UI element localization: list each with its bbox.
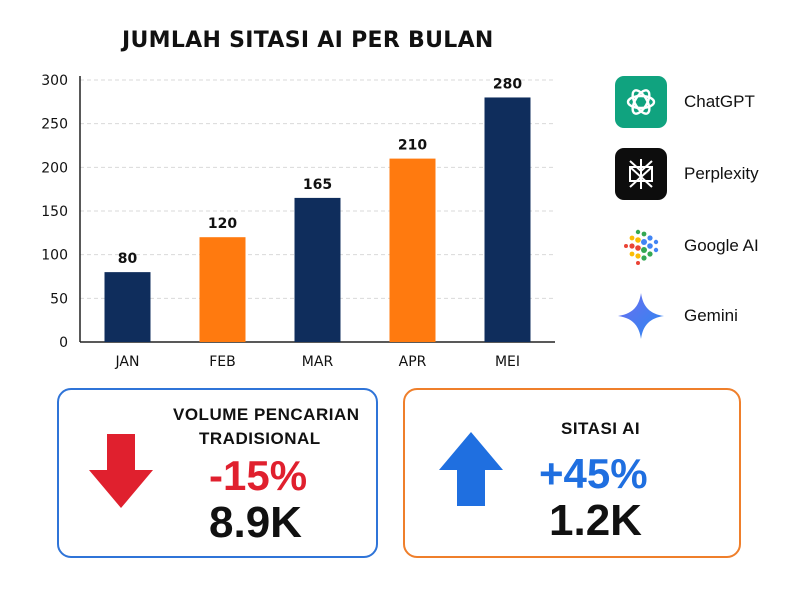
card-percent: +45% — [539, 450, 648, 497]
card-ai-citations: SITASI AI +45% 1.2K — [403, 388, 741, 558]
card-heading-line2: TRADISIONAL — [199, 429, 321, 448]
y-tick-label: 50 — [50, 291, 68, 307]
y-tick-label: 200 — [41, 160, 68, 176]
card-value: 1.2K — [549, 496, 642, 545]
chatgpt-icon — [615, 76, 667, 128]
label-layer: 0 50 100 150 200 250 300 80 JAN 120 FEB 165 MAR 210 AP… — [41, 73, 522, 370]
perplexity-icon — [615, 148, 667, 200]
bar-feb — [199, 237, 246, 342]
bar-jan — [104, 272, 151, 342]
y-tick-label: 250 — [41, 117, 68, 133]
bar-apr — [389, 158, 436, 342]
grid-layer — [80, 79, 555, 299]
chart-title: JUMLAH SITASI AI PER BULAN — [122, 28, 494, 53]
card-search-volume: VOLUME PENCARIAN TRADISIONAL -15% 8.9K — [57, 388, 378, 558]
legend-label: Gemini — [684, 306, 738, 325]
legend-item-gemini: Gemini — [615, 290, 795, 344]
x-tick-label: MEI — [495, 354, 520, 370]
google-ai-icon — [615, 220, 667, 272]
arrow-up-icon — [439, 432, 503, 506]
bar-chart: 0 50 100 150 200 250 300 80 JAN 120 FEB 165 MAR 210 AP… — [41, 73, 555, 370]
bar-layer — [104, 97, 531, 342]
bar-mei — [484, 97, 531, 342]
card-heading-line1: VOLUME PENCARIAN — [173, 405, 360, 424]
data-label: 80 — [118, 251, 138, 267]
legend-item-google-ai: Google AI — [615, 220, 795, 274]
card-value: 8.9K — [209, 498, 302, 547]
data-label: 280 — [493, 76, 522, 92]
x-tick-label: JAN — [115, 354, 140, 370]
y-tick-label: 0 — [59, 335, 68, 351]
card-percent: -15% — [209, 452, 308, 499]
x-tick-label: FEB — [209, 354, 236, 370]
legend-label: ChatGPT — [684, 92, 755, 111]
y-tick-label: 150 — [41, 204, 68, 220]
data-label: 120 — [208, 216, 237, 232]
data-label: 210 — [398, 138, 427, 154]
legend-label: Google AI — [684, 236, 759, 255]
legend-label: Perplexity — [684, 164, 759, 183]
x-tick-label: APR — [399, 354, 427, 370]
bar-mar — [294, 197, 341, 342]
legend-item-perplexity: Perplexity — [615, 148, 795, 202]
y-tick-label: 300 — [41, 73, 68, 89]
x-tick-label: MAR — [302, 354, 334, 370]
y-tick-label: 100 — [41, 248, 68, 264]
card-heading: SITASI AI — [561, 419, 641, 438]
legend-item-chatgpt: ChatGPT — [615, 76, 795, 130]
arrow-down-icon — [89, 434, 153, 508]
data-label: 165 — [303, 177, 332, 193]
gemini-icon — [615, 290, 667, 342]
